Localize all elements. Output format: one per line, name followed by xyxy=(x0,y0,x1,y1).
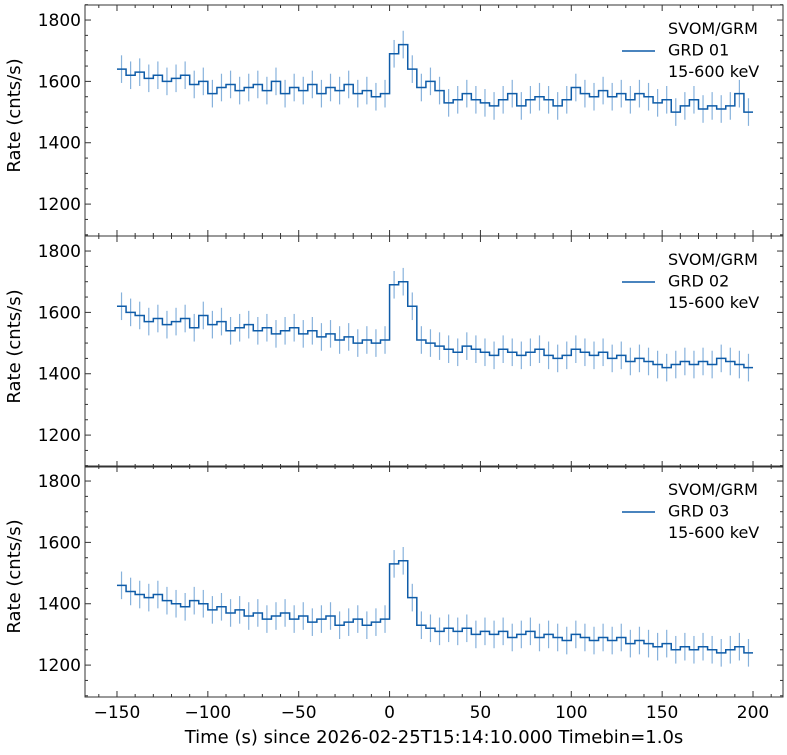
rate-step-line xyxy=(116,43,754,113)
y-axis-label: Rate (cnts/s) xyxy=(4,519,25,633)
x-tick-label: 0 xyxy=(384,703,395,723)
x-tick-label: 200 xyxy=(737,703,769,723)
panel-1: 1200 1400 1600 1800 Rate (cnts/s) SVOM/GRM GRD… xyxy=(4,4,784,237)
x-tick-label: 150 xyxy=(646,703,678,723)
x-tick-label: −100 xyxy=(184,703,231,723)
y-tick-label: 1600 xyxy=(38,533,81,553)
legend-label: GRD 01 xyxy=(668,41,729,60)
y-tick-label: 1400 xyxy=(38,134,81,154)
y-tick-label: 1400 xyxy=(38,365,81,385)
x-tick-label: −50 xyxy=(281,703,317,723)
y-tick-label: 1800 xyxy=(38,472,81,492)
y-axis-label: Rate (cnts/s) xyxy=(4,58,25,172)
x-axis-label: Time (s) since 2026-02-25T15:14:10.000 T… xyxy=(184,727,684,748)
x-tick-label: 50 xyxy=(470,703,492,723)
x-tick-label: −150 xyxy=(94,703,141,723)
y-tick-label: 1800 xyxy=(38,11,81,31)
plot-frame xyxy=(84,465,784,698)
y-tick-label: 1600 xyxy=(38,72,81,92)
y-tick-label: 1400 xyxy=(38,595,81,615)
panel-2: 1200 1400 1600 1800 Rate (cnts/s) SVOM/GRM GRD… xyxy=(4,235,784,468)
legend-label: GRD 03 xyxy=(668,502,729,521)
rate-step-line xyxy=(116,560,754,654)
legend-label: SVOM/GRM xyxy=(668,480,758,499)
y-tick-label: 1200 xyxy=(38,656,81,676)
legend-label: 15-600 keV xyxy=(668,523,759,542)
legend-label: SVOM/GRM xyxy=(668,19,758,38)
legend-label: 15-600 keV xyxy=(668,293,759,312)
legend-label: SVOM/GRM xyxy=(668,250,758,269)
legend-label: GRD 02 xyxy=(668,272,729,291)
legend-label: 15-600 keV xyxy=(668,62,759,81)
plot-frame xyxy=(84,235,784,468)
y-axis-label: Rate (cnts/s) xyxy=(4,289,25,403)
x-tick-label: 100 xyxy=(555,703,587,723)
y-tick-label: 1600 xyxy=(38,303,81,323)
panel-3: 1200 1400 1600 1800 Rate (cnts/s) SVOM/GRM GRD… xyxy=(4,465,784,698)
y-tick-label: 1200 xyxy=(38,426,81,446)
rate-step-line xyxy=(116,280,754,369)
y-tick-label: 1200 xyxy=(38,195,81,215)
y-tick-label: 1800 xyxy=(38,242,81,262)
